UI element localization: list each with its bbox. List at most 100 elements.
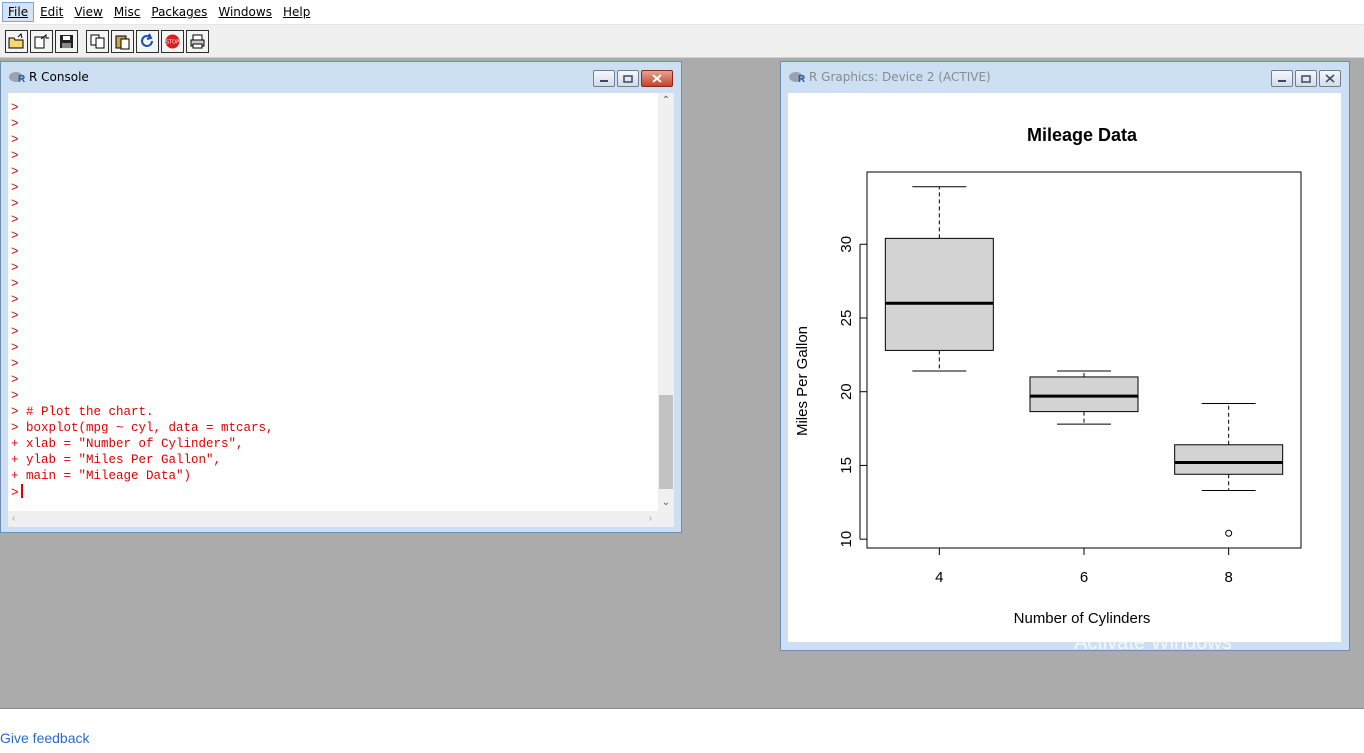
console-input-line[interactable]: >	[11, 484, 659, 501]
minimize-button[interactable]	[1271, 70, 1293, 87]
load-workspace-button[interactable]	[30, 29, 53, 53]
scrollbar-thumb[interactable]	[659, 395, 673, 489]
refresh-button[interactable]	[136, 29, 159, 53]
console-line: > boxplot(mpg ~ cyl, data = mtcars,	[11, 421, 274, 435]
save-icon	[60, 34, 73, 48]
menu-windows[interactable]: Windows	[218, 5, 272, 19]
x-tick-label: 8	[1224, 569, 1232, 586]
stop-icon-label: STOP	[166, 39, 179, 45]
svg-text:R: R	[18, 74, 25, 84]
console-line: >	[11, 229, 19, 243]
console-line: >	[11, 309, 19, 323]
svg-text:R: R	[798, 74, 805, 84]
console-text[interactable]: > > > > > > > > > > > > > > > > > > > > # Plot the chart. > …	[11, 100, 659, 501]
stop-button[interactable]: STOP	[161, 29, 184, 53]
give-feedback-link[interactable]: Give feedback	[0, 730, 90, 746]
chart-title: Mileage Data	[1027, 125, 1138, 145]
console-output[interactable]: > > > > > > > > > > > > > > > > > > > > # Plot the chart. > …	[8, 93, 674, 511]
refresh-icon	[141, 33, 153, 47]
console-line: >	[11, 149, 19, 163]
print-button[interactable]	[186, 29, 209, 53]
graphics-title: R Graphics: Device 2 (ACTIVE)	[809, 70, 991, 84]
x-tick-label: 6	[1080, 569, 1088, 586]
boxplot-chart: Mileage Data Number of Cylinders Miles P…	[794, 125, 1302, 627]
close-button[interactable]	[1319, 70, 1341, 87]
console-line: >	[11, 341, 19, 355]
menu-bar: File Edit View Misc Packages Windows Hel…	[0, 0, 1364, 25]
maximize-icon	[623, 74, 633, 83]
scroll-up-icon[interactable]: ⌃	[661, 95, 671, 106]
menu-edit[interactable]: Edit	[40, 5, 64, 19]
r-graphics-window[interactable]: R R Graphics: Device 2 (ACTIVE) Mileage …	[780, 61, 1350, 651]
console-line: + xlab = "Number of Cylinders",	[11, 437, 244, 451]
close-icon	[652, 74, 662, 83]
minimize-button[interactable]	[593, 70, 615, 87]
r-console-window[interactable]: R R Console > > > > > > > > > > > > > > > > > > > > # Plot …	[0, 61, 682, 533]
open-script-button[interactable]	[5, 29, 28, 53]
menu-view[interactable]: View	[74, 5, 103, 19]
console-vertical-scrollbar[interactable]: ⌃ ⌄	[658, 93, 674, 511]
scroll-down-icon[interactable]: ⌄	[661, 497, 671, 508]
minimize-icon	[600, 79, 608, 82]
mdi-workspace: R R Console > > > > > > > > > > > > > > > > > > > > # Plot …	[0, 58, 1364, 709]
console-line: >	[11, 245, 19, 259]
console-titlebar[interactable]: R R Console	[1, 62, 681, 92]
console-line: >	[11, 373, 19, 387]
graphics-window-controls	[1269, 70, 1341, 87]
toolbar: STOP	[0, 25, 1364, 58]
box	[884, 237, 994, 351]
load-workspace-icon	[34, 33, 49, 48]
console-line: >	[11, 213, 19, 227]
y-tick-label: 10	[838, 531, 855, 548]
menu-file[interactable]: File	[2, 2, 35, 22]
plot-frame	[866, 171, 1302, 549]
y-tick-label: 20	[838, 383, 855, 400]
console-window-controls	[591, 70, 673, 87]
console-horizontal-scrollbar[interactable]: ‹ ›	[8, 511, 674, 527]
paste-icon	[115, 35, 130, 49]
box	[1174, 444, 1284, 475]
plot-area: 10 15 20 25 30 4 6 8	[838, 171, 1302, 586]
console-prompt: >	[11, 486, 19, 500]
y-tick-label: 15	[838, 457, 855, 474]
stop-icon: STOP	[165, 34, 180, 48]
activate-windows-watermark: Activate Windows	[1074, 632, 1232, 654]
x-tick-label: 4	[935, 569, 943, 586]
outlier-point	[1225, 529, 1233, 537]
menu-help[interactable]: Help	[282, 5, 311, 19]
minimize-icon	[1278, 79, 1286, 82]
paste-button[interactable]	[111, 29, 134, 53]
console-line: >	[11, 261, 19, 275]
r-logo-icon: R	[789, 71, 805, 84]
graphics-titlebar[interactable]: R R Graphics: Device 2 (ACTIVE)	[781, 62, 1349, 92]
console-line: >	[11, 181, 19, 195]
open-folder-icon	[8, 32, 24, 48]
maximize-icon	[1301, 74, 1311, 83]
console-line: >	[11, 133, 19, 147]
y-tick-label: 25	[838, 310, 855, 327]
console-line: + ylab = "Miles Per Gallon",	[11, 453, 222, 467]
console-line: >	[11, 277, 19, 291]
x-axis-label: Number of Cylinders	[1014, 610, 1151, 627]
copy-icon	[90, 34, 105, 48]
console-line: >	[11, 101, 19, 115]
save-button[interactable]	[55, 29, 78, 53]
scroll-left-icon[interactable]: ‹	[12, 513, 16, 524]
close-icon	[1325, 74, 1335, 83]
console-line: >	[11, 165, 19, 179]
close-button[interactable]	[641, 70, 673, 87]
y-tick-label: 30	[838, 236, 855, 253]
console-line: > # Plot the chart.	[11, 405, 154, 419]
scroll-right-icon[interactable]: ›	[648, 513, 652, 524]
menu-packages[interactable]: Packages	[151, 5, 208, 19]
menu-misc[interactable]: Misc	[113, 5, 141, 19]
box	[1029, 376, 1139, 413]
text-cursor	[20, 484, 23, 498]
maximize-button[interactable]	[617, 70, 639, 87]
console-line: + main = "Mileage Data")	[11, 469, 192, 483]
graphics-canvas: Mileage Data Number of Cylinders Miles P…	[788, 93, 1341, 642]
console-title: R Console	[29, 70, 89, 84]
copy-button[interactable]	[86, 29, 109, 53]
console-line: >	[11, 293, 19, 307]
maximize-button[interactable]	[1295, 70, 1317, 87]
